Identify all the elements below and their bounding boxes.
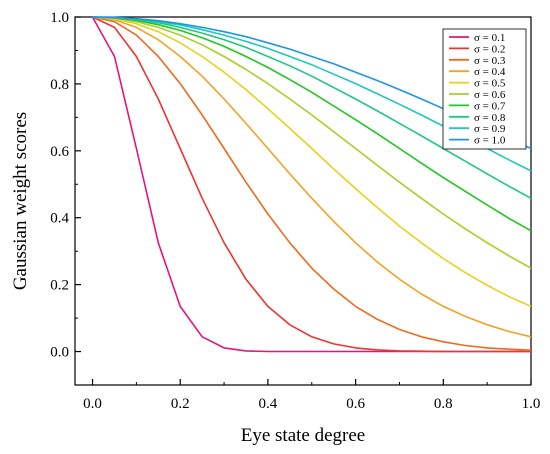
series-line-4 (92, 16, 532, 338)
legend-label: σ = 0.9 (474, 123, 506, 135)
y-tick-label: 0.4 (50, 211, 69, 227)
y-tick-label: 0.8 (50, 77, 69, 93)
legend-label: σ = 0.5 (474, 78, 506, 90)
legend-label: σ = 0.2 (474, 43, 505, 55)
y-tick-label: 1.0 (50, 10, 69, 26)
series-line-5 (92, 16, 532, 308)
series-line-6 (92, 16, 532, 269)
y-axis-ticks: 0.0 0.2 0.4 0.6 0.8 1.0 (50, 10, 81, 361)
legend-label: σ = 0.7 (474, 100, 506, 112)
legend: σ = 0.1σ = 0.2σ = 0.3σ = 0.4σ = 0.5σ = 0… (442, 28, 527, 150)
x-tick-label: 0.6 (346, 396, 365, 412)
series-line-3 (92, 16, 532, 351)
legend-label: σ = 1.0 (474, 135, 506, 147)
legend-label: σ = 0.1 (474, 32, 505, 44)
legend-label: σ = 0.8 (474, 112, 506, 124)
y-tick-label: 0.0 (50, 345, 69, 361)
legend-label: σ = 0.6 (474, 89, 506, 101)
x-axis-title: Eye state degree (241, 425, 365, 446)
plot-frame (74, 16, 532, 386)
y-axis-title: Gaussian weight scores (10, 112, 31, 290)
x-tick-label: 0.0 (83, 396, 102, 412)
y-tick-label: 0.2 (50, 278, 69, 294)
x-tick-label: 0.2 (171, 396, 190, 412)
x-tick-label: 1.0 (522, 396, 541, 412)
legend-label: σ = 0.4 (474, 66, 506, 78)
series-line-7 (92, 16, 532, 232)
x-tick-label: 0.4 (259, 396, 278, 412)
legend-label: σ = 0.3 (474, 55, 506, 67)
x-tick-label: 0.8 (434, 396, 453, 412)
y-tick-label: 0.6 (50, 144, 69, 160)
x-axis-ticks: 0.0 0.2 0.4 0.6 0.8 1.0 (83, 379, 540, 412)
series-line-8 (92, 16, 532, 200)
series-line-2 (92, 16, 531, 353)
